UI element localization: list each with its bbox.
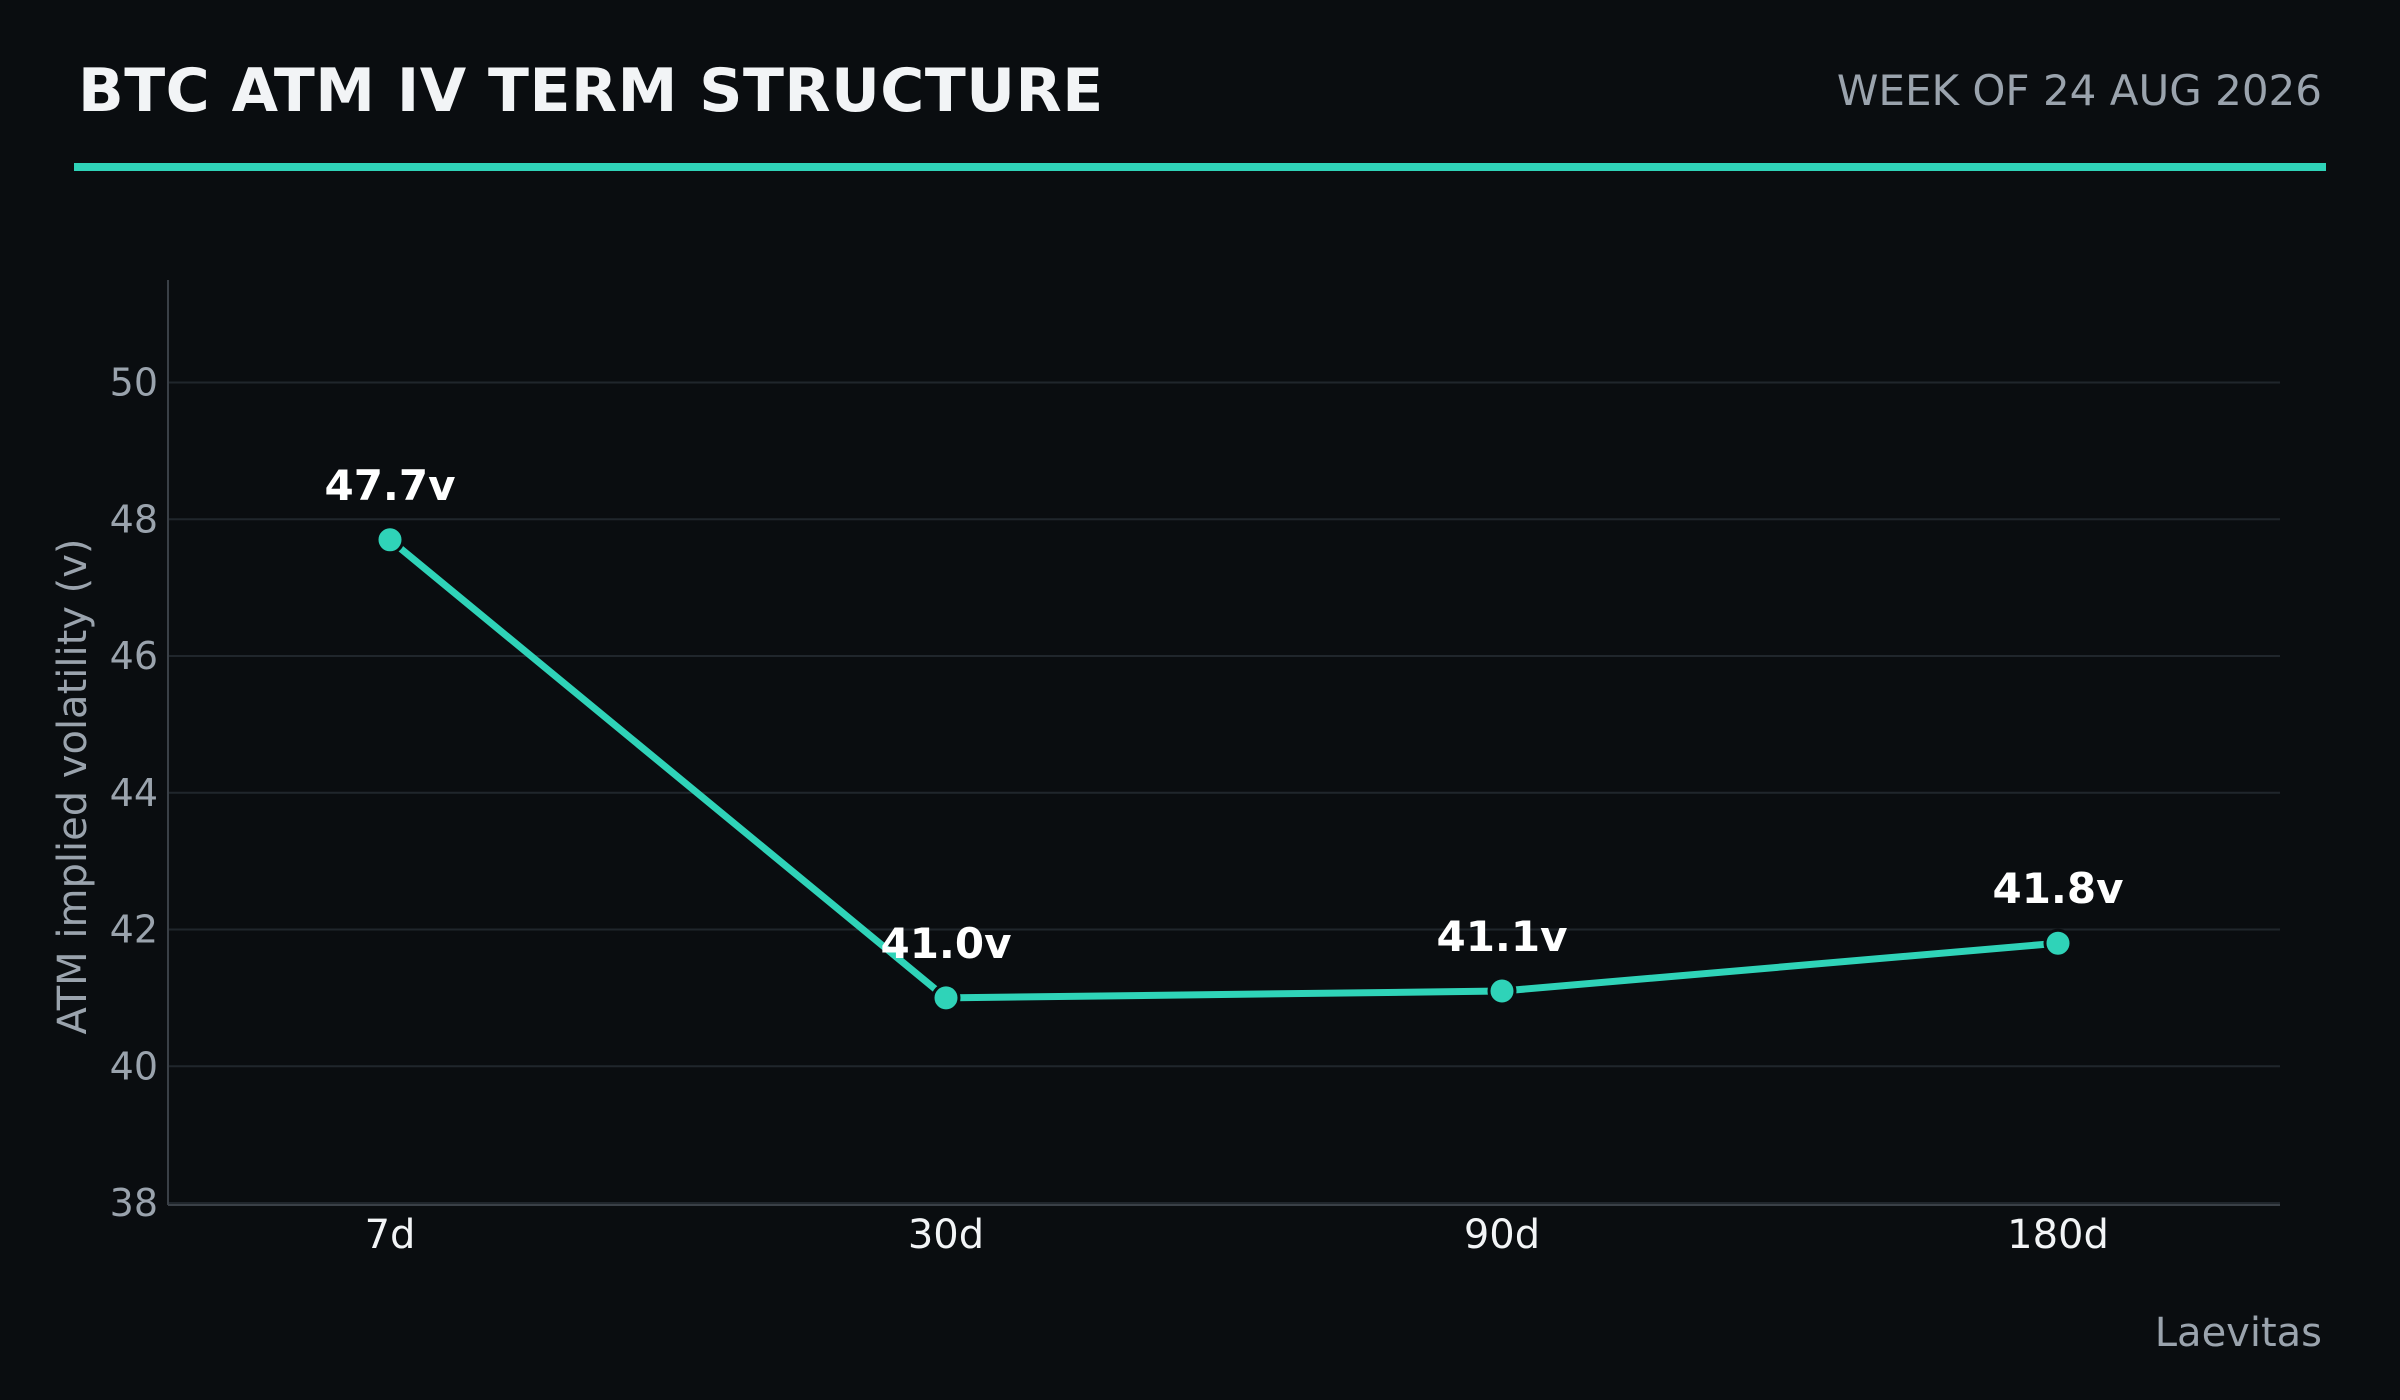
y-tick-label: 40 [110,1044,158,1088]
chart-title: BTC ATM IV TERM STRUCTURE [78,56,1104,126]
data-point-180d [2043,928,2073,958]
header-divider [74,163,2326,171]
y-tick-labels: 38 40 42 44 46 48 50 [110,361,158,1225]
x-tick-labels: 7d 30d 90d 180d [365,1212,2109,1258]
x-tick-label-7d: 7d [365,1212,416,1258]
grid-lines [168,381,2280,1204]
y-tick-label: 50 [110,361,158,405]
data-label-7d: 47.7v [324,461,455,510]
series-line [386,536,2062,1002]
y-tick-label: 42 [110,908,158,952]
y-tick-label: 38 [110,1181,158,1225]
data-labels: 47.7v 41.0v 41.1v 41.8v [324,461,2123,968]
series-iv [375,525,2073,1013]
data-point-30d [931,983,961,1013]
source-label: Laevitas [2154,1310,2322,1356]
data-label-180d: 41.8v [1992,864,2123,913]
week-label: WEEK OF 24 AUG 2026 [1836,66,2322,115]
y-tick-label: 44 [110,771,158,815]
data-point-90d [1487,976,1517,1006]
data-point-7d [375,525,405,555]
y-tick-label: 46 [110,634,158,678]
x-tick-label-180d: 180d [2007,1212,2109,1258]
x-tick-label-30d: 30d [908,1212,984,1258]
y-tick-label: 48 [110,497,158,541]
y-axis-title: ATM implied volatility (v) [50,538,96,1034]
x-tick-label-90d: 90d [1464,1212,1540,1258]
data-label-90d: 41.1v [1436,912,1567,961]
data-label-30d: 41.0v [880,919,1011,968]
